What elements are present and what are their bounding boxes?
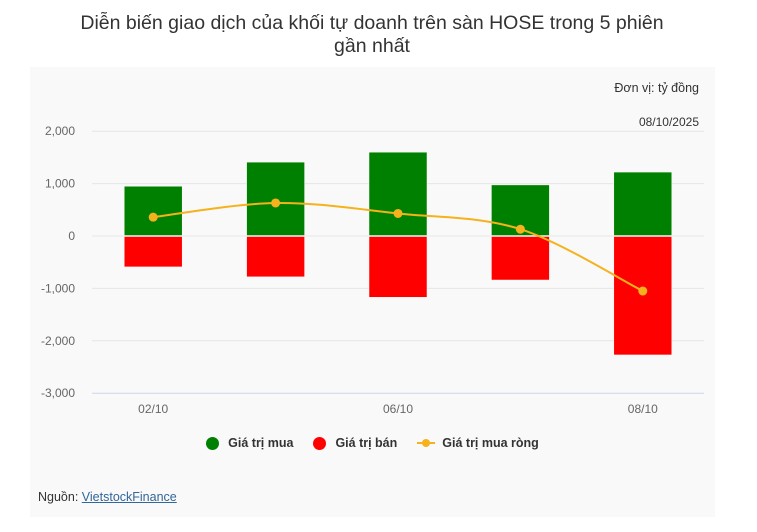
legend-item-buy[interactable]: Giá trị mua bbox=[206, 436, 293, 450]
y-tick-label: -1,000 bbox=[41, 281, 75, 295]
x-axis-labels: 02/10 06/10 08/10 bbox=[138, 402, 658, 416]
green-circle-icon bbox=[206, 436, 220, 450]
buy-bar[interactable] bbox=[368, 151, 428, 236]
legend-label-net: Giá trị mua ròng bbox=[442, 436, 539, 450]
chart-panel: Đơn vị: tỷ đồng 08/10/2025 2,000 1,000 0 -1… bbox=[30, 67, 715, 517]
y-axis-labels: 2,000 1,000 0 -1,000 -2,000 -3,000 bbox=[41, 124, 75, 400]
source-note: Nguồn: VietstockFinance bbox=[38, 490, 177, 504]
red-circle-icon bbox=[313, 436, 327, 450]
net-point-marker[interactable] bbox=[638, 286, 648, 296]
sell-bar[interactable] bbox=[368, 236, 428, 298]
y-tick-label: -3,000 bbox=[41, 386, 75, 400]
x-tick-label: 06/10 bbox=[383, 402, 413, 416]
source-prefix: Nguồn: bbox=[38, 490, 82, 504]
net-point-marker[interactable] bbox=[148, 212, 158, 222]
sell-bar[interactable] bbox=[123, 236, 183, 268]
buy-bar[interactable] bbox=[123, 185, 183, 236]
y-tick-label: 0 bbox=[68, 229, 75, 243]
unit-label: Đơn vị: tỷ đồng bbox=[614, 81, 699, 95]
y-tick-label: 1,000 bbox=[45, 177, 75, 191]
chart-title-line-2: gần nhất bbox=[334, 35, 410, 57]
chart-title-line-1: Diễn biến giao dịch của khối tự doanh tr… bbox=[80, 12, 664, 34]
date-label: 08/10/2025 bbox=[638, 115, 699, 129]
buy-bar[interactable] bbox=[613, 171, 673, 236]
net-point-marker[interactable] bbox=[393, 208, 403, 218]
x-tick-label: 08/10 bbox=[628, 402, 658, 416]
legend-label-buy: Giá trị mua bbox=[228, 436, 294, 450]
y-tick-label: -2,000 bbox=[41, 334, 75, 348]
legend-label-sell: Giá trị bán bbox=[335, 436, 398, 450]
legend-item-net[interactable]: Giá trị mua ròng bbox=[417, 436, 539, 450]
source-link[interactable]: VietstockFinance bbox=[81, 490, 177, 504]
chart-plot: 2,000 1,000 0 -1,000 -2,000 -3,000 02/10 06/10… bbox=[41, 124, 704, 416]
net-line-series bbox=[148, 198, 648, 296]
y-tick-label: 2,000 bbox=[45, 124, 75, 138]
net-point-marker[interactable] bbox=[271, 198, 281, 208]
line-marker-icon bbox=[417, 437, 436, 450]
legend: Giá trị mua Giá trị bán Giá trị mua ròng bbox=[30, 433, 715, 453]
sell-bar[interactable] bbox=[613, 236, 673, 356]
sell-bar[interactable] bbox=[491, 236, 550, 281]
net-point-marker[interactable] bbox=[515, 224, 525, 234]
legend-item-sell[interactable]: Giá trị bán bbox=[313, 436, 397, 450]
bar-series bbox=[123, 151, 673, 356]
x-tick-label: 02/10 bbox=[138, 402, 168, 416]
sell-bar[interactable] bbox=[246, 236, 305, 278]
grid-lines bbox=[92, 130, 704, 394]
chart-title: Diễn biến giao dịch của khối tự doanh tr… bbox=[0, 12, 744, 58]
